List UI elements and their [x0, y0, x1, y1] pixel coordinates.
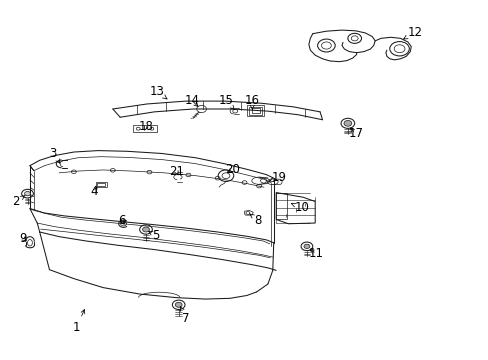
- Text: 16: 16: [244, 94, 259, 110]
- Bar: [276, 193, 286, 220]
- Text: 10: 10: [291, 202, 309, 215]
- Bar: [247, 105, 264, 116]
- Text: 18: 18: [138, 121, 153, 134]
- Text: 11: 11: [308, 247, 324, 260]
- Text: 5: 5: [148, 229, 159, 242]
- Bar: [249, 107, 262, 115]
- Text: 17: 17: [347, 127, 363, 140]
- Text: 9: 9: [19, 231, 26, 244]
- Text: 2: 2: [13, 195, 25, 208]
- Text: 15: 15: [218, 94, 234, 110]
- Circle shape: [304, 244, 309, 248]
- Text: 7: 7: [180, 306, 189, 325]
- Text: 14: 14: [184, 94, 199, 107]
- Text: 21: 21: [168, 165, 183, 177]
- Text: 6: 6: [118, 214, 125, 227]
- Circle shape: [24, 192, 30, 196]
- Bar: [133, 126, 157, 132]
- Text: 13: 13: [149, 85, 167, 99]
- Circle shape: [142, 227, 149, 232]
- Text: 4: 4: [90, 185, 98, 198]
- Bar: [96, 182, 106, 187]
- Circle shape: [343, 121, 351, 126]
- Circle shape: [175, 302, 182, 307]
- Bar: [251, 108, 259, 113]
- Text: 12: 12: [403, 26, 422, 39]
- Text: 3: 3: [50, 147, 60, 163]
- Text: 20: 20: [224, 163, 239, 176]
- Text: 8: 8: [249, 214, 261, 227]
- Bar: [97, 183, 105, 186]
- Text: 19: 19: [269, 171, 286, 184]
- Text: 1: 1: [72, 310, 84, 334]
